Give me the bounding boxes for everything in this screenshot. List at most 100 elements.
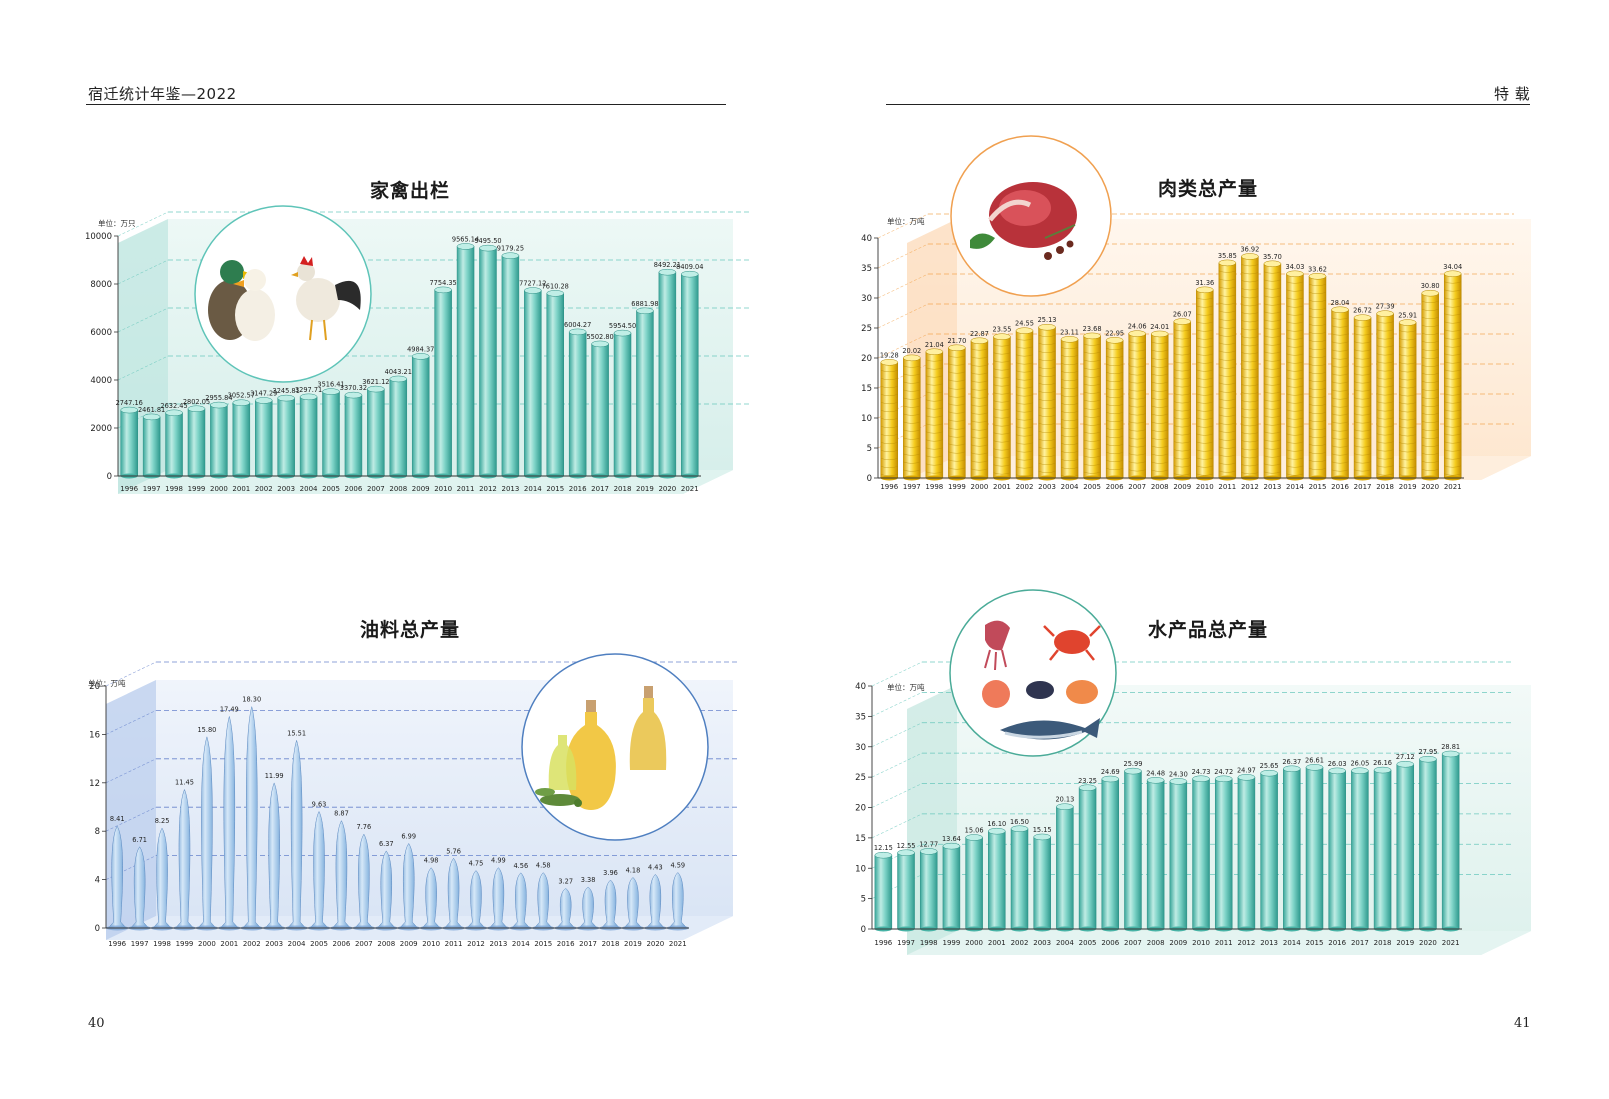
data-label: 25.65 <box>1260 762 1279 770</box>
bar-poultry-2018 <box>613 329 632 479</box>
y-tick-label: 20 <box>861 354 872 364</box>
bar-poultry-1998 <box>165 409 183 479</box>
data-label: 2747.16 <box>116 399 143 407</box>
data-label: 28.81 <box>1441 743 1460 751</box>
bar-oil-1996 <box>106 825 129 931</box>
data-label: 3245.81 <box>273 387 300 395</box>
data-label: 34.03 <box>1286 263 1305 271</box>
y-tick-label: 40 <box>861 234 872 244</box>
x-tick-label: 2021 <box>681 485 699 493</box>
data-label: 16.10 <box>987 820 1006 828</box>
x-tick-label: 2017 <box>579 940 597 948</box>
x-tick-label: 2002 <box>1016 483 1034 491</box>
x-tick-label: 1999 <box>176 940 194 948</box>
data-label: 6.37 <box>379 840 394 848</box>
bar-meat-2013 <box>1263 260 1282 481</box>
data-label: 6004.27 <box>564 321 591 329</box>
data-label: 4.59 <box>670 861 685 869</box>
bar-meat-1997 <box>903 354 921 481</box>
chart-poultry: 0 2000 4000 6000 8000 10000 1996 1997 1998 1999 2… <box>85 179 751 494</box>
data-label: 13.64 <box>942 835 961 843</box>
gridline-side <box>871 783 923 808</box>
x-tick-label: 2016 <box>1328 939 1346 947</box>
x-tick-label: 2016 <box>557 940 575 948</box>
x-tick-label: 2012 <box>1238 939 1256 947</box>
bar-meat-2004 <box>1060 336 1079 481</box>
x-tick-label: 2015 <box>534 940 552 948</box>
page-number-right: 41 <box>1514 1016 1531 1031</box>
data-label: 4.98 <box>424 857 439 865</box>
x-tick-label: 1997 <box>131 940 149 948</box>
bar-poultry-2016 <box>568 328 587 479</box>
data-label: 23.55 <box>993 326 1012 334</box>
bar-meat-2007 <box>1128 330 1146 481</box>
data-label: 9495.50 <box>474 237 501 245</box>
gridline-side <box>105 758 157 784</box>
data-label: 30.80 <box>1421 282 1440 290</box>
bar-aquatic-2009 <box>1169 778 1188 932</box>
x-tick-label: 2019 <box>624 940 642 948</box>
bar-meat-2008 <box>1150 330 1169 481</box>
bar-aquatic-2002 <box>1010 825 1029 932</box>
gridline-side <box>117 307 169 333</box>
section-title: 特 载 <box>1494 85 1531 103</box>
x-tick-label: 2000 <box>971 483 989 491</box>
seafood-icon <box>949 589 1117 757</box>
chart-oil: 0 4 8 12 16 20 1996 1997 1998 1999 2000 2001 2002 20… <box>88 618 739 948</box>
y-tick-label: 10 <box>855 864 866 874</box>
bar-poultry-2009 <box>411 353 430 479</box>
bar-poultry-2004 <box>299 393 318 479</box>
gridline-side <box>117 211 169 237</box>
data-label: 16.50 <box>1010 818 1029 826</box>
x-tick-label: 2010 <box>434 485 452 493</box>
data-label: 5.76 <box>446 847 461 855</box>
x-tick-label: 2001 <box>232 485 250 493</box>
bar-meat-1999 <box>948 344 966 481</box>
bar-meat-2000 <box>970 337 989 481</box>
x-tick-label: 2004 <box>1056 939 1074 947</box>
bar-aquatic-2021 <box>1441 750 1460 932</box>
data-label: 28.04 <box>1331 299 1350 307</box>
bar-poultry-2013 <box>501 252 520 479</box>
x-tick-label: 2004 <box>288 940 306 948</box>
x-tick-label: 2003 <box>1038 483 1056 491</box>
x-tick-label: 2015 <box>1306 939 1324 947</box>
data-label: 19.28 <box>880 351 899 359</box>
bar-meat-2020 <box>1421 289 1439 481</box>
x-tick-label: 2005 <box>1079 939 1097 947</box>
unit-label-oil: 单位：万吨 <box>88 678 126 688</box>
data-label: 3.38 <box>581 876 596 884</box>
x-tick-label: 2013 <box>501 485 519 493</box>
unit-label-aquatic: 单位：万吨 <box>887 682 925 692</box>
x-tick-label: 2019 <box>636 485 654 493</box>
bar-poultry-2020 <box>658 268 677 479</box>
x-tick-label: 1998 <box>920 939 938 947</box>
data-label: 5954.50 <box>609 322 636 330</box>
y-tick-label: 20 <box>855 804 866 814</box>
data-label: 3.96 <box>603 869 618 877</box>
x-tick-label: 2018 <box>1374 939 1392 947</box>
data-label: 21.70 <box>947 337 966 345</box>
data-label: 34.04 <box>1443 263 1462 271</box>
bar-poultry-2005 <box>322 388 340 479</box>
bar-aquatic-2020 <box>1419 755 1437 932</box>
data-label: 17.49 <box>220 705 239 713</box>
bar-aquatic-2010 <box>1192 775 1210 932</box>
data-label: 26.37 <box>1282 758 1301 766</box>
x-tick-label: 2010 <box>1196 483 1214 491</box>
bar-meat-2015 <box>1308 273 1327 481</box>
bar-aquatic-2004 <box>1056 803 1074 932</box>
gridline-side <box>877 273 929 299</box>
x-tick-label: 2003 <box>1033 939 1051 947</box>
data-label: 24.01 <box>1150 323 1169 331</box>
x-tick-label: 2008 <box>1151 483 1169 491</box>
gridline-side <box>871 813 923 839</box>
data-label: 27.12 <box>1396 753 1415 761</box>
y-tick-label: 15 <box>861 384 872 394</box>
data-label: 26.61 <box>1305 756 1324 764</box>
bar-aquatic-1996 <box>874 851 893 932</box>
x-tick-label: 2003 <box>265 940 283 948</box>
data-label: 8.25 <box>155 817 170 825</box>
x-tick-label: 2021 <box>1442 939 1460 947</box>
